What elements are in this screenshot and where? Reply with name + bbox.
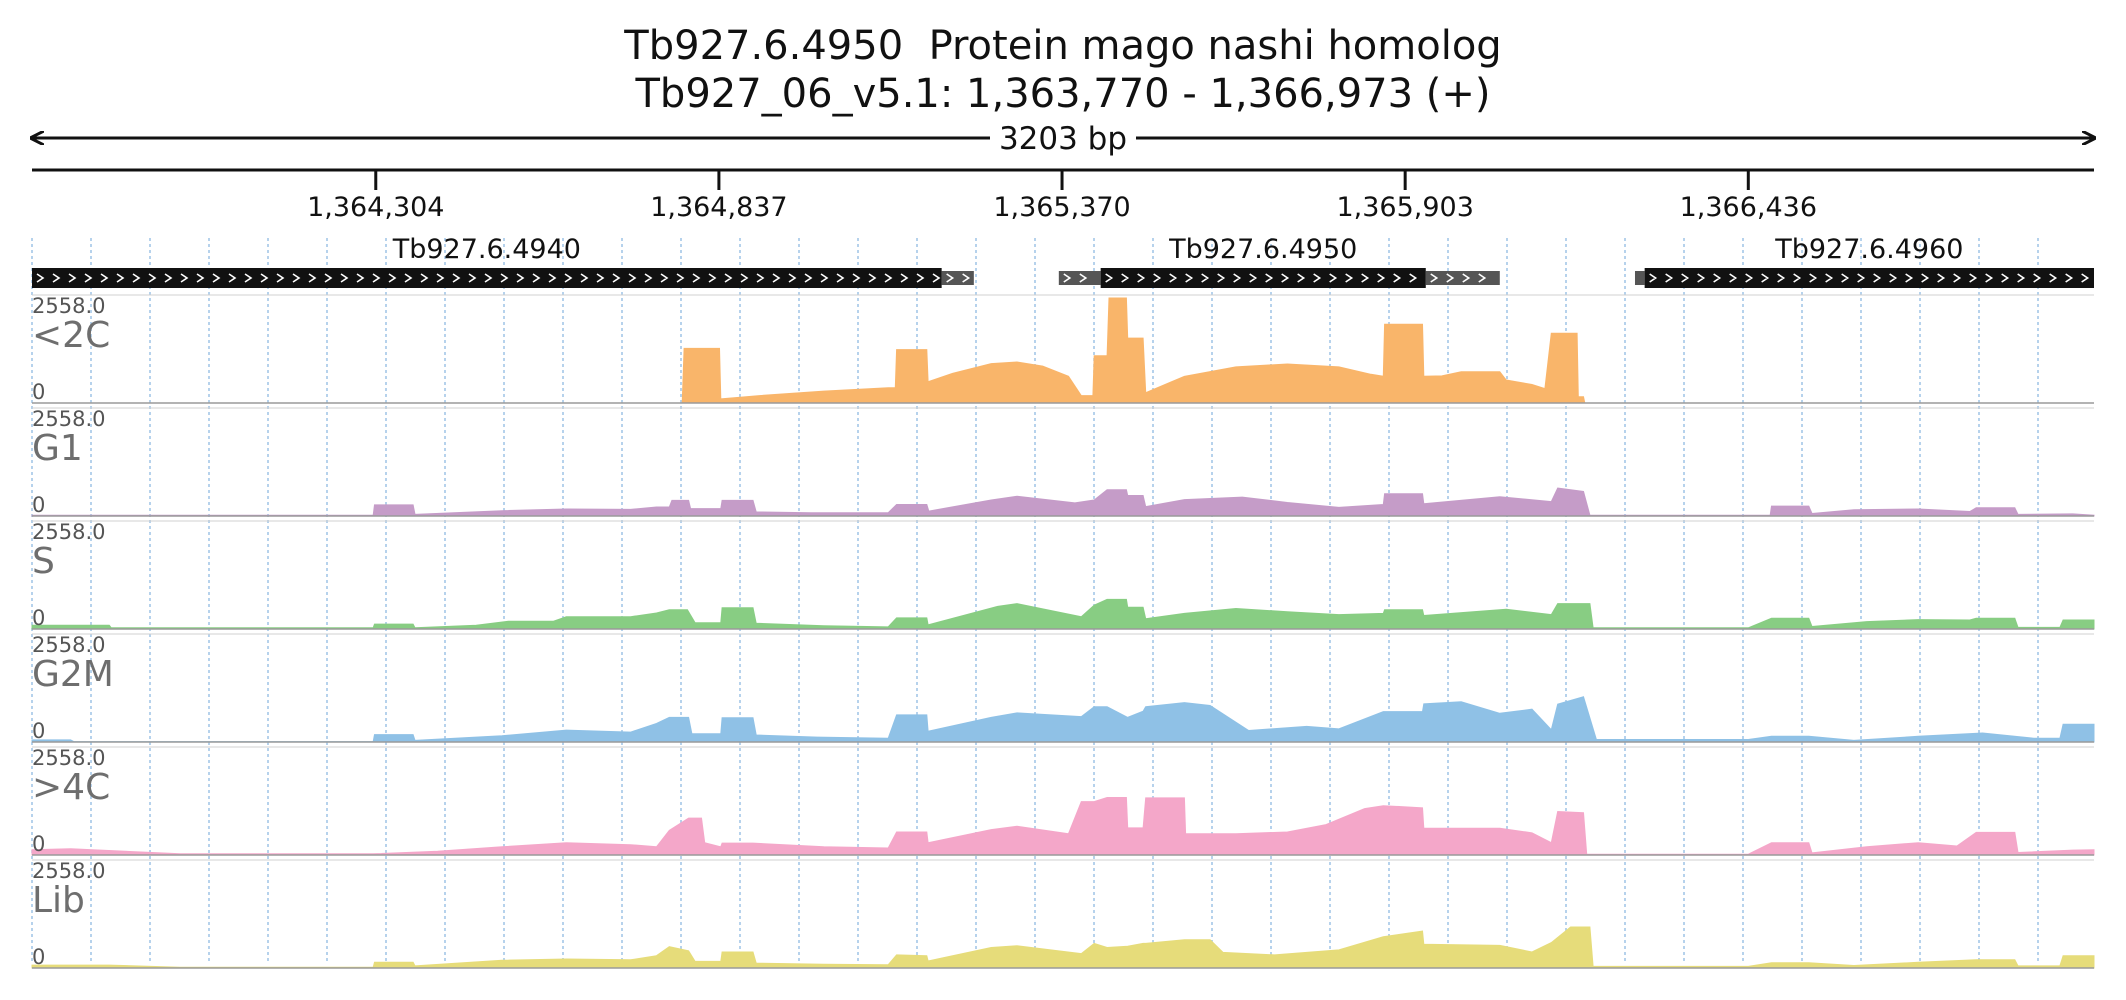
track-name-label: >4C xyxy=(32,767,110,808)
coverage-area xyxy=(31,926,2095,969)
utr-3-block xyxy=(1425,271,1500,285)
coverage-track: 2558.0 0 >4C xyxy=(31,746,2095,856)
gene-name-label: Tb927.6.4960 xyxy=(1774,234,1963,265)
track-name-label: S xyxy=(32,541,55,582)
gene-location: Tb927_06_v5.1: 1,363,770 - 1,366,973 (+) xyxy=(635,71,1491,117)
coverage-track: 2558.0 0 <2C xyxy=(32,294,2094,404)
gene-name-label: Tb927.6.4940 xyxy=(392,234,581,265)
strand-chevrons xyxy=(1063,273,1088,283)
gene-title: Tb927.6.4950 Protein mago nashi homolog xyxy=(624,23,1502,69)
coverage-tracks: 2558.00<2C2558.00G12558.00S2558.00G2M255… xyxy=(31,294,2095,969)
coverage-area xyxy=(31,696,2095,743)
coverage-track: 2558.0 0 S xyxy=(31,520,2095,630)
ruler-tick-label: 1,366,436 xyxy=(1680,192,1817,223)
coverage-track: 2558.0 0 G2M xyxy=(31,633,2095,743)
track-name-label: Lib xyxy=(32,880,85,921)
coverage-area xyxy=(31,487,2095,517)
ruler-tick-label: 1,364,304 xyxy=(307,192,444,223)
cds-block xyxy=(32,268,942,288)
ruler-tick-label: 1,364,837 xyxy=(650,192,787,223)
strand-chevrons xyxy=(36,273,941,283)
track-max-label: 2558.0 xyxy=(32,520,105,544)
track-zero-label: 0 xyxy=(32,380,45,404)
utr-3-block xyxy=(941,271,974,285)
ruler-tick-label: 1,365,370 xyxy=(993,192,1130,223)
track-max-label: 2558.0 xyxy=(32,859,105,883)
strand-chevrons xyxy=(1649,273,2090,283)
gene-track: Tb927.6.4940 Tb927.6.4950 Tb927.6.4960 xyxy=(32,234,2094,288)
coverage-area xyxy=(32,297,2094,404)
coverage-track: 2558.0 0 G1 xyxy=(31,407,2095,517)
span-indicator: 3203 bp xyxy=(32,121,2094,157)
track-name-label: G1 xyxy=(32,428,83,469)
coverage-area xyxy=(31,598,2095,630)
gene-feature[interactable]: Tb927.6.4960 xyxy=(1634,234,2094,288)
utr-5-block xyxy=(1634,271,1645,285)
gene-name-label: Tb927.6.4950 xyxy=(1168,234,1357,265)
cds-block xyxy=(1644,268,2094,288)
grid-lines xyxy=(31,238,2039,963)
ruler-tick-label: 1,365,903 xyxy=(1336,192,1473,223)
strand-chevrons xyxy=(1430,273,1487,283)
header: Tb927.6.4950 Protein mago nashi homolog … xyxy=(0,0,2126,120)
track-zero-label: 0 xyxy=(32,945,45,969)
track-zero-label: 0 xyxy=(32,832,45,856)
cds-block xyxy=(1100,268,1426,288)
coverage-track: 2558.0 0 Lib xyxy=(31,859,2095,969)
track-max-label: 2558.0 xyxy=(32,407,105,431)
span-label: 3203 bp xyxy=(999,121,1127,157)
ruler: 1,364,304 1,364,837 1,365,370 1,365,903 1,36… xyxy=(32,168,2094,223)
track-name-label: G2M xyxy=(32,654,114,695)
utr-5-block xyxy=(1058,271,1101,285)
track-zero-label: 0 xyxy=(32,606,45,630)
strand-chevrons xyxy=(1105,273,1418,283)
track-name-label: <2C xyxy=(32,315,110,356)
track-zero-label: 0 xyxy=(32,493,45,517)
coverage-area xyxy=(31,797,2095,856)
track-max-label: 2558.0 xyxy=(32,633,105,657)
track-zero-label: 0 xyxy=(32,719,45,743)
track-max-label: 2558.0 xyxy=(32,746,105,770)
gene-feature[interactable]: Tb927.6.4940 xyxy=(32,234,974,288)
track-max-label: 2558.0 xyxy=(32,294,105,318)
strand-chevrons xyxy=(946,273,971,283)
gene-feature[interactable]: Tb927.6.4950 xyxy=(1058,234,1500,288)
